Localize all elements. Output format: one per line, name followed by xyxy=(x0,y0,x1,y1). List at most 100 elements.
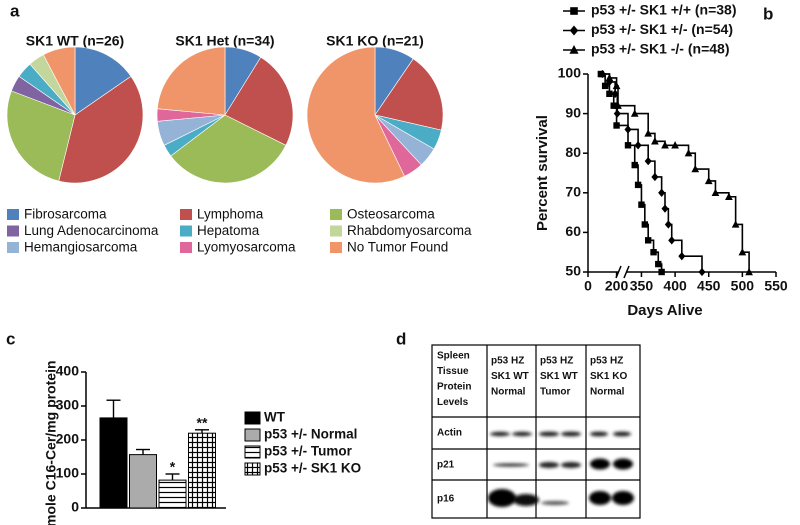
legend-swatch xyxy=(7,242,19,253)
legend-swatch xyxy=(7,225,19,237)
survival-line xyxy=(602,73,750,272)
legend-label: WT xyxy=(264,410,286,425)
data-point xyxy=(664,220,672,229)
data-point xyxy=(606,90,613,97)
legend-label: p53 +/- Tumor xyxy=(264,444,353,459)
significance: * xyxy=(170,459,176,475)
column-header: Normal xyxy=(491,387,526,398)
x-tick-label: 0 xyxy=(584,278,592,294)
column-header: SK1 WT xyxy=(491,371,529,382)
pie-title: SK1 Het (n=34) xyxy=(175,33,274,49)
bar xyxy=(158,479,187,509)
legend-label: Lung Adenocarcinoma xyxy=(24,223,159,238)
panel-label: b xyxy=(763,4,773,23)
data-point xyxy=(634,141,642,150)
data-point xyxy=(611,89,619,98)
panel-label: a xyxy=(10,1,20,20)
data-point xyxy=(644,129,653,137)
legend-label: Lymphoma xyxy=(197,207,264,222)
y-tick-label: 0 xyxy=(71,499,79,515)
legend-swatch xyxy=(330,209,342,220)
row-label: Actin xyxy=(437,428,462,439)
legend-label: Fibrosarcoma xyxy=(24,207,107,222)
x-tick-label: 400 xyxy=(663,278,687,294)
bar xyxy=(99,417,128,509)
y-tick-label: 80 xyxy=(565,144,581,160)
legend-swatch xyxy=(7,209,19,220)
column-header: p53 HZ xyxy=(491,356,524,367)
data-point xyxy=(658,188,666,197)
y-tick-label: 60 xyxy=(565,223,581,239)
data-point xyxy=(651,172,659,182)
data-point xyxy=(638,201,645,208)
data-point xyxy=(704,176,713,185)
legend-label: Hemangiosarcoma xyxy=(24,240,138,255)
y-tick-label: 50 xyxy=(565,263,581,279)
data-point xyxy=(731,220,740,228)
legend-marker xyxy=(569,25,579,36)
pie-slice xyxy=(306,46,405,184)
x-tick-label: 450 xyxy=(697,278,721,294)
column-header: Tumor xyxy=(540,387,570,398)
data-point xyxy=(624,142,632,149)
pie-slice xyxy=(374,58,444,131)
data-point xyxy=(613,109,621,118)
data-point xyxy=(614,101,622,109)
pie-slice xyxy=(74,46,132,116)
legend-label: p53 +/- SK1 KO xyxy=(264,461,361,476)
legend-marker xyxy=(569,45,579,54)
legend-label: p53 +/- SK1 +/+ (n=38) xyxy=(591,2,737,18)
blot-bands xyxy=(488,431,634,507)
row-label: p16 xyxy=(437,494,455,505)
legend-swatch xyxy=(330,242,342,253)
data-point xyxy=(725,192,733,200)
pie-title: SK1 WT (n=26) xyxy=(26,33,124,49)
x-tick-label: 350 xyxy=(630,278,654,294)
bar xyxy=(129,454,157,509)
legend-swatch xyxy=(180,242,192,253)
corner-label: Spleen xyxy=(437,351,470,362)
data-point xyxy=(644,156,652,166)
data-point xyxy=(684,149,693,157)
x-tick-label: 550 xyxy=(764,278,788,294)
data-point xyxy=(658,268,665,276)
x-tick-label: 200 xyxy=(605,278,629,294)
x-tick-label: 500 xyxy=(731,278,755,294)
y-tick-label: 100 xyxy=(56,465,80,481)
legend-swatch xyxy=(180,209,192,220)
legend-swatch xyxy=(244,445,261,459)
data-point xyxy=(698,267,706,277)
data-point xyxy=(650,249,657,256)
legend-label: p53 +/- Normal xyxy=(264,427,357,442)
data-point xyxy=(610,102,617,109)
data-point xyxy=(630,109,639,117)
legend-swatch xyxy=(244,411,261,425)
legend-label: No Tumor Found xyxy=(347,240,448,255)
data-point xyxy=(651,137,659,145)
pie-slice xyxy=(156,46,226,116)
data-point xyxy=(691,164,700,173)
column-header: p53 HZ xyxy=(590,356,623,367)
data-point xyxy=(738,248,747,256)
legend-label: Rhabdomyosarcoma xyxy=(347,223,472,238)
y-tick-label: 400 xyxy=(56,363,80,379)
row-label: p21 xyxy=(437,460,455,471)
corner-label: Levels xyxy=(437,397,469,408)
panel-label: d xyxy=(396,329,406,348)
data-point xyxy=(624,125,632,134)
data-point xyxy=(661,204,669,213)
legend-swatch xyxy=(180,225,192,237)
significance: ** xyxy=(197,415,208,431)
data-point xyxy=(678,252,686,261)
y-tick-label: 90 xyxy=(565,104,581,120)
data-point xyxy=(641,221,649,228)
data-point xyxy=(661,141,669,149)
data-point xyxy=(612,81,621,90)
data-point xyxy=(671,141,679,149)
data-point xyxy=(598,69,607,78)
corner-label: Protein xyxy=(437,382,471,393)
data-point xyxy=(601,82,609,90)
axis-break xyxy=(615,265,630,279)
column-header: p53 HZ xyxy=(540,356,573,367)
legend-label: Hepatoma xyxy=(197,223,260,238)
